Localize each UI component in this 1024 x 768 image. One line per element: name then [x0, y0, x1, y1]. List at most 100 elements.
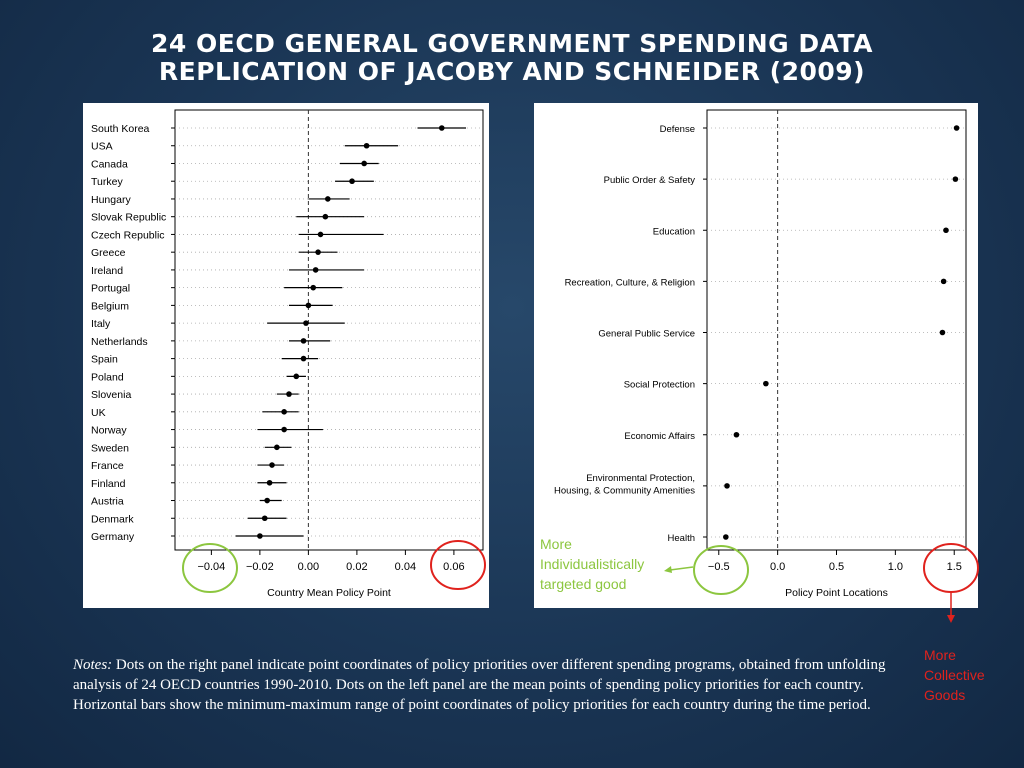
- category-label: Belgium: [91, 300, 129, 312]
- data-point: [324, 196, 331, 202]
- figure-notes: Notes: Dots on the right panel indicate …: [73, 655, 913, 715]
- red-annotation-line-3: Goods: [924, 687, 966, 703]
- data-point: [274, 444, 280, 451]
- category-label: Portugal: [91, 283, 130, 295]
- data-point: [303, 320, 309, 326]
- data-point: [940, 278, 947, 285]
- data-point: [438, 125, 445, 131]
- green-annotation-line-1: More: [540, 536, 572, 552]
- notes-text: Dots on the right panel indicate point c…: [73, 657, 886, 713]
- data-point: [322, 213, 329, 220]
- policy-location-chart-svg: Defense Public Order & Safety Education Rec…: [554, 109, 967, 599]
- category-label: Hungary: [91, 194, 131, 206]
- data-point: [264, 497, 270, 504]
- data-point: [269, 462, 275, 468]
- category-label: Slovenia: [91, 389, 131, 401]
- data-point: [943, 227, 949, 234]
- x-tick-label: −0.5: [708, 561, 730, 573]
- x-tick-label: −0.02: [246, 561, 274, 573]
- category-label: Slovak Republic: [91, 212, 166, 224]
- category-label: Norway: [91, 425, 127, 437]
- category-label: USA: [91, 141, 113, 153]
- red-arrow-head: [947, 615, 955, 623]
- notes-label: Notes:: [73, 657, 113, 673]
- x-axis-label: Country Mean Policy Point: [267, 587, 391, 599]
- category-label: Economic Affairs: [624, 431, 695, 442]
- data-point: [939, 329, 946, 336]
- category-label: Germany: [91, 531, 135, 543]
- data-point: [363, 142, 370, 149]
- data-point: [953, 125, 960, 131]
- data-point: [300, 338, 307, 344]
- x-tick-label: 0.04: [395, 561, 416, 573]
- x-tick-label: 0.00: [298, 561, 319, 573]
- category-label-line: Housing, & Community Amenities: [554, 485, 695, 496]
- category-label: Czech Republic: [91, 229, 165, 241]
- individual-goods-annotation: More Individualistically targeted good: [540, 534, 644, 594]
- policy-location-chart: Defense Public Order & Safety Education Rec…: [534, 103, 978, 608]
- x-tick-label: 1.5: [947, 561, 962, 573]
- category-label: Finland: [91, 478, 126, 490]
- category-label: Italy: [91, 318, 111, 330]
- x-tick-label: 0.0: [770, 561, 785, 573]
- data-point: [724, 483, 730, 489]
- data-point: [312, 267, 319, 273]
- category-label: Poland: [91, 371, 124, 383]
- data-point: [315, 249, 321, 255]
- data-point: [286, 391, 292, 397]
- category-label: Defense: [660, 124, 695, 135]
- data-point: [361, 160, 367, 167]
- x-tick-label: 0.06: [443, 561, 464, 573]
- category-label: Social Protection: [624, 380, 695, 391]
- category-label: Canada: [91, 158, 128, 170]
- data-point: [349, 178, 355, 185]
- x-tick-label: 0.02: [346, 561, 367, 573]
- category-label: Public Order & Safety: [604, 175, 696, 186]
- category-label-line: Environmental Protection,: [586, 473, 695, 484]
- category-label: Recreation, Culture, & Religion: [565, 277, 695, 288]
- plot-frame: [706, 109, 967, 551]
- green-annotation-line-2: Individualistically: [540, 556, 645, 572]
- category-label: Sweden: [91, 442, 129, 454]
- category-label: South Korea: [91, 123, 150, 135]
- data-point: [257, 533, 263, 539]
- category-label: Turkey: [91, 176, 123, 188]
- green-annotation-line-3: targeted good: [540, 576, 627, 592]
- title-line-1: 24 OECD GENERAL GOVERNMENT SPENDING DATA: [151, 29, 873, 58]
- category-label: Ireland: [91, 265, 123, 277]
- data-point: [723, 534, 729, 540]
- country-mean-chart-svg: South Korea USA Canada Turkey Hungary Slovak …: [91, 109, 484, 599]
- x-axis-label: Policy Point Locations: [785, 587, 888, 599]
- collective-goods-annotation: More Collective Goods: [924, 645, 985, 705]
- data-point: [310, 284, 317, 291]
- data-point: [952, 176, 959, 182]
- x-tick-label: −0.04: [197, 561, 225, 573]
- category-label: France: [91, 460, 124, 472]
- category-label: Greece: [91, 247, 126, 259]
- category-label: Health: [668, 533, 695, 544]
- x-tick-label: 1.0: [888, 561, 903, 573]
- data-point: [300, 355, 307, 362]
- data-point: [317, 231, 324, 238]
- data-point: [281, 409, 287, 415]
- data-point: [261, 515, 268, 522]
- category-label: UK: [91, 407, 106, 419]
- data-point: [293, 373, 300, 380]
- category-label: Netherlands: [91, 336, 148, 348]
- country-mean-chart: South Korea USA Canada Turkey Hungary Slovak …: [83, 103, 489, 608]
- data-point: [266, 479, 273, 486]
- red-annotation-line-1: More: [924, 647, 956, 663]
- data-point: [305, 302, 312, 309]
- data-point: [281, 426, 287, 433]
- category-label: Spain: [91, 354, 118, 366]
- data-point: [733, 431, 740, 438]
- plot-frame: [174, 109, 484, 551]
- title-line-2: REPLICATION OF JACOBY AND SCHNEIDER (200…: [158, 57, 866, 86]
- category-label: Denmark: [91, 513, 134, 525]
- category-label: General Public Service: [598, 329, 695, 340]
- category-label: Environmental Protection, Housing, & Comm…: [554, 473, 695, 497]
- category-label: Austria: [91, 496, 124, 508]
- x-tick-label: 0.5: [829, 561, 844, 573]
- category-label: Education: [653, 226, 695, 237]
- slide-title: 24 OECD GENERAL GOVERNMENT SPENDING DATA…: [0, 30, 1024, 86]
